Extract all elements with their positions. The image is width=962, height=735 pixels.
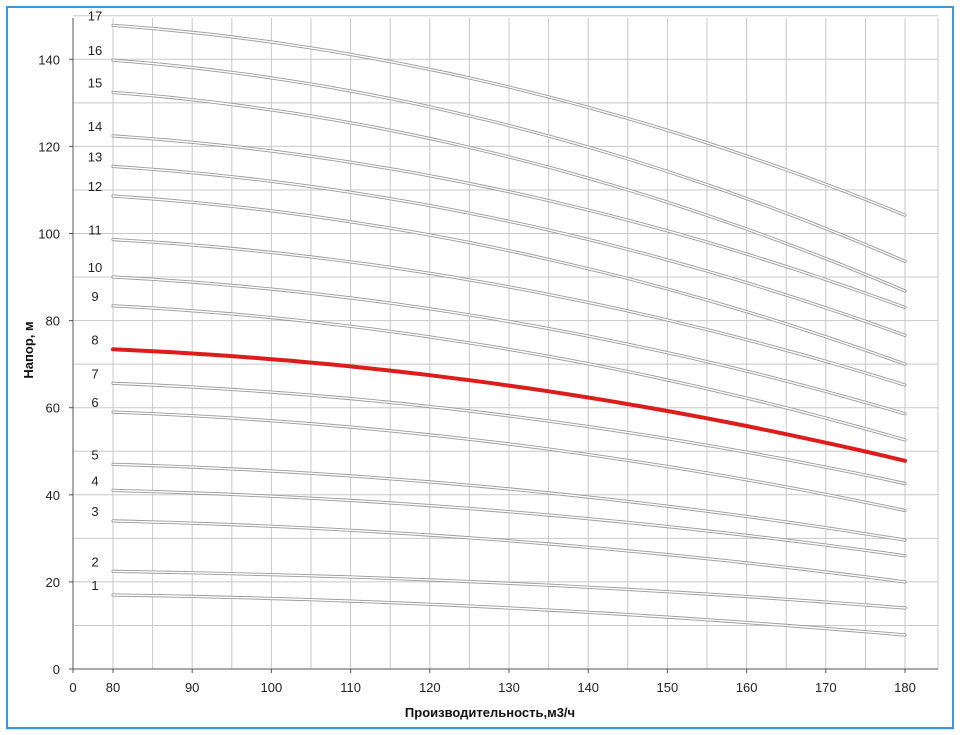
axes <box>69 18 938 673</box>
curve-label-15: 15 <box>88 75 102 90</box>
x-tick-label: 100 <box>261 680 283 695</box>
curve-label-14: 14 <box>88 119 102 134</box>
x-tick-label: 170 <box>815 680 837 695</box>
pump-curve-3 <box>112 520 906 583</box>
x-tick-label: 130 <box>498 680 520 695</box>
curve-label-17: 17 <box>88 8 102 23</box>
curve-label-2: 2 <box>91 554 98 569</box>
x-tick-label: 160 <box>736 680 758 695</box>
tick-labels: 0 80 90 100 110 120 130 140 150 160 170 18002040608… <box>38 52 916 695</box>
pump-curve-12 <box>112 195 906 365</box>
y-tick-label: 120 <box>38 139 60 154</box>
x-tick-label: 150 <box>657 680 679 695</box>
y-axis-title: Напор, м <box>21 321 36 378</box>
y-tick-label: 0 <box>53 662 60 677</box>
pump-curve-8 <box>111 347 907 463</box>
curve-label-16: 16 <box>88 43 102 58</box>
pump-curve-1 <box>112 594 906 636</box>
pump-curve-10 <box>112 276 906 415</box>
curve-label-13: 13 <box>88 149 102 164</box>
pump-curve-6 <box>112 411 906 512</box>
curve-label-11: 11 <box>88 223 102 238</box>
curve-label-12: 12 <box>88 179 102 194</box>
chart-frame <box>6 6 954 729</box>
pump-curve-16 <box>112 59 906 263</box>
curves <box>111 23 907 637</box>
curve-label-4: 4 <box>91 473 98 488</box>
pump-curve-4 <box>112 489 906 557</box>
pump-curve-15 <box>112 91 906 292</box>
curve-label-6: 6 <box>91 395 98 410</box>
pump-curve-11 <box>112 238 906 386</box>
pump-curve-2 <box>112 570 906 609</box>
x-tick-label: 80 <box>106 680 120 695</box>
y-tick-label: 80 <box>46 314 60 329</box>
curve-label-10: 10 <box>88 260 102 275</box>
y-tick-label: 60 <box>46 401 60 416</box>
curve-label-1: 1 <box>91 578 98 593</box>
x-tick-label: 0 <box>69 680 76 695</box>
frame-bottom-divider <box>6 729 954 735</box>
curve-label-7: 7 <box>91 366 98 381</box>
pump-curve-14 <box>112 135 906 309</box>
y-tick-label: 140 <box>38 52 60 67</box>
pump-curve-17 <box>112 24 906 216</box>
y-tick-label: 100 <box>38 227 60 242</box>
pump-curve-5 <box>112 463 906 541</box>
y-tick-label: 40 <box>46 488 60 503</box>
curve-label-9: 9 <box>91 289 98 304</box>
x-tick-label: 180 <box>894 680 916 695</box>
x-axis-title: Производительность,м3/ч <box>405 705 575 720</box>
curve-label-3: 3 <box>91 504 98 519</box>
curve-label-5: 5 <box>91 447 98 462</box>
pump-curve-9 <box>112 305 906 441</box>
pump-curve-13 <box>112 165 906 337</box>
y-tick-label: 20 <box>46 575 60 590</box>
x-tick-label: 140 <box>577 680 599 695</box>
x-tick-label: 90 <box>185 680 199 695</box>
x-tick-label: 120 <box>419 680 441 695</box>
curve-label-8: 8 <box>91 332 98 347</box>
pump-curve-7 <box>112 382 906 485</box>
x-tick-label: 110 <box>340 680 361 695</box>
